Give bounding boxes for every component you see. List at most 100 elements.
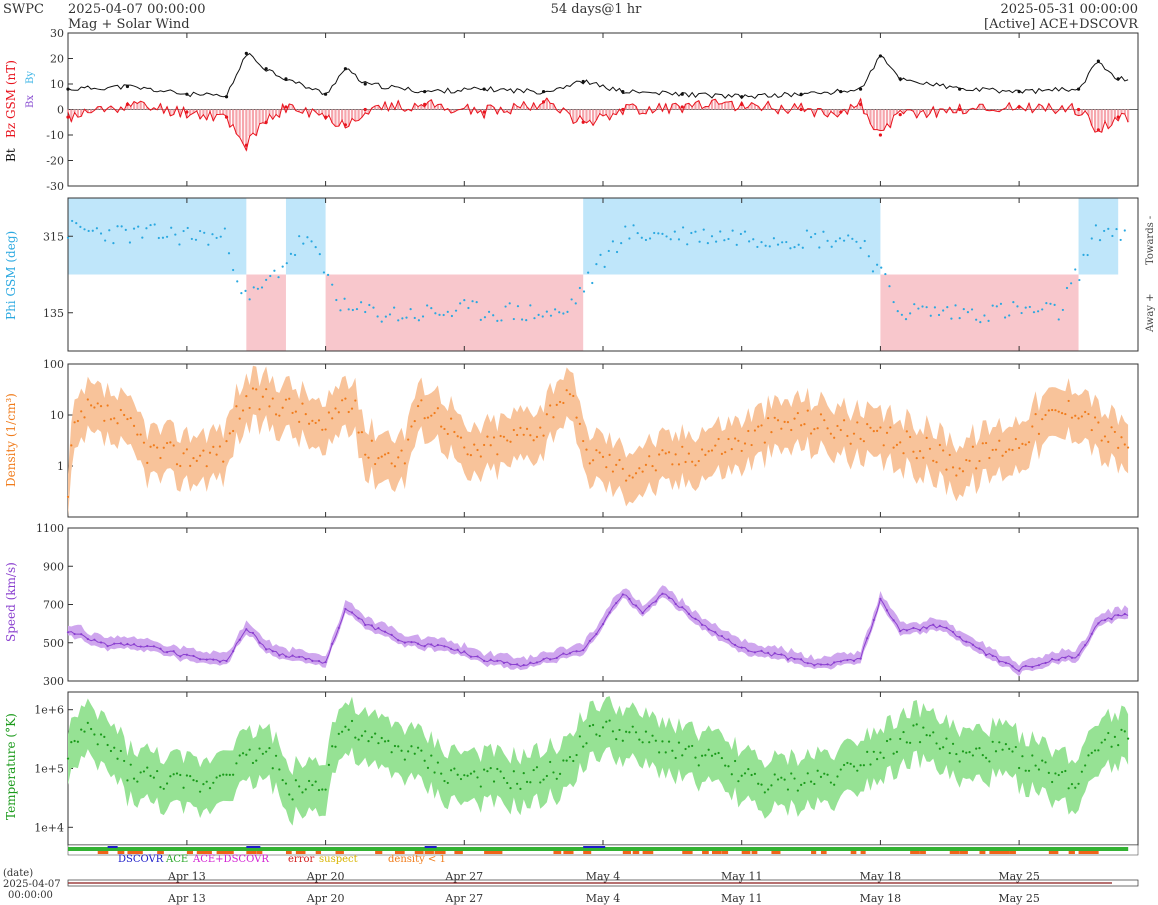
phi-point: [892, 300, 895, 304]
phi-point: [888, 285, 891, 288]
density-point: [869, 426, 872, 429]
temperature-point: [928, 734, 932, 737]
phi-point: [108, 229, 111, 232]
temperature-point: [397, 745, 400, 748]
temperature-point: [436, 761, 439, 764]
bt-series: [67, 52, 1129, 100]
phi-point: [962, 308, 965, 311]
density-point: [192, 457, 195, 460]
phi-point: [545, 310, 548, 313]
x-tick-label: May 4: [586, 892, 621, 905]
temperature-point: [674, 756, 677, 760]
bz-point: [541, 100, 546, 104]
phi-point: [727, 237, 730, 241]
temperature-point: [968, 751, 971, 754]
phi-point: [260, 286, 264, 289]
strip-flag-bar: [335, 851, 344, 854]
density-point: [393, 465, 397, 468]
density-point: [948, 453, 951, 457]
speed-point: [357, 617, 360, 620]
speed-point: [800, 658, 803, 661]
phi-point: [558, 311, 561, 314]
speed-point: [780, 653, 783, 656]
density-point: [304, 413, 307, 416]
speed-point: [1103, 619, 1107, 622]
density-point: [710, 449, 714, 452]
phi-point: [1115, 227, 1118, 231]
density-point: [195, 459, 198, 462]
speed-point: [99, 641, 103, 644]
temperature-point: [334, 745, 337, 748]
density-point: [542, 434, 545, 437]
density-point: [1001, 454, 1004, 457]
phi-point: [401, 317, 404, 320]
speed-point: [483, 659, 486, 662]
temperature-point: [862, 764, 865, 767]
phi-point: [1070, 282, 1073, 285]
phi-point: [752, 238, 755, 241]
phi-point: [1119, 238, 1122, 242]
phi-point: [723, 239, 726, 242]
density-point: [123, 413, 126, 417]
phi-point: [830, 245, 833, 248]
density-point: [839, 428, 842, 432]
phi-point: [372, 306, 375, 309]
density-point: [109, 418, 113, 421]
density-point: [159, 456, 162, 460]
density-point: [152, 444, 155, 447]
phi-point: [331, 283, 334, 286]
speed-point: [522, 664, 525, 667]
temperature-point: [1021, 755, 1024, 758]
density-point: [932, 459, 935, 462]
density-point: [558, 400, 562, 404]
bz-point: [224, 115, 229, 119]
phi-point: [673, 230, 676, 233]
density-point: [836, 424, 839, 428]
temperature-point: [922, 726, 925, 729]
density-point: [294, 410, 297, 413]
temperature-point: [925, 734, 928, 737]
density-point: [502, 435, 506, 438]
density-point: [991, 448, 994, 452]
temperature-point: [400, 749, 403, 752]
phi-point: [211, 233, 214, 236]
temperature-point: [1117, 744, 1120, 747]
density-point: [1018, 446, 1021, 450]
density-point: [466, 453, 469, 456]
temperature-point: [714, 752, 717, 756]
temperature-point: [449, 769, 453, 772]
temperature-point: [1077, 782, 1080, 785]
bt-point: [185, 92, 189, 96]
density-point: [562, 401, 565, 405]
phi-point: [599, 253, 602, 256]
phi-point: [87, 229, 90, 233]
phi-point: [587, 271, 590, 274]
speed-point: [344, 607, 347, 611]
density-point: [988, 456, 991, 460]
temperature-point: [393, 744, 397, 748]
speed-point: [760, 649, 763, 652]
y-tick-label: 30: [50, 27, 64, 40]
density-point: [717, 437, 720, 441]
phi-point: [702, 228, 705, 231]
density-point: [915, 457, 918, 460]
temperature-point: [786, 788, 790, 791]
speed-ylabel: Speed (km/s): [4, 562, 18, 642]
temperature-point: [1027, 769, 1031, 772]
phi-point: [244, 289, 247, 292]
density-point: [684, 460, 687, 464]
phi-point: [463, 298, 466, 302]
density-point: [697, 459, 700, 463]
temperature-point: [483, 768, 486, 771]
temperature-point: [198, 790, 202, 793]
density-point: [324, 428, 327, 431]
y-tick-label: 1: [57, 460, 64, 473]
density-point: [90, 404, 93, 407]
speed-point: [1123, 612, 1126, 616]
phi-point: [855, 240, 858, 243]
temperature-point: [743, 772, 747, 775]
speed-point: [86, 637, 89, 641]
temperature-point: [350, 719, 354, 723]
strip-flag-bar: [850, 851, 857, 854]
speed-point: [198, 658, 202, 661]
